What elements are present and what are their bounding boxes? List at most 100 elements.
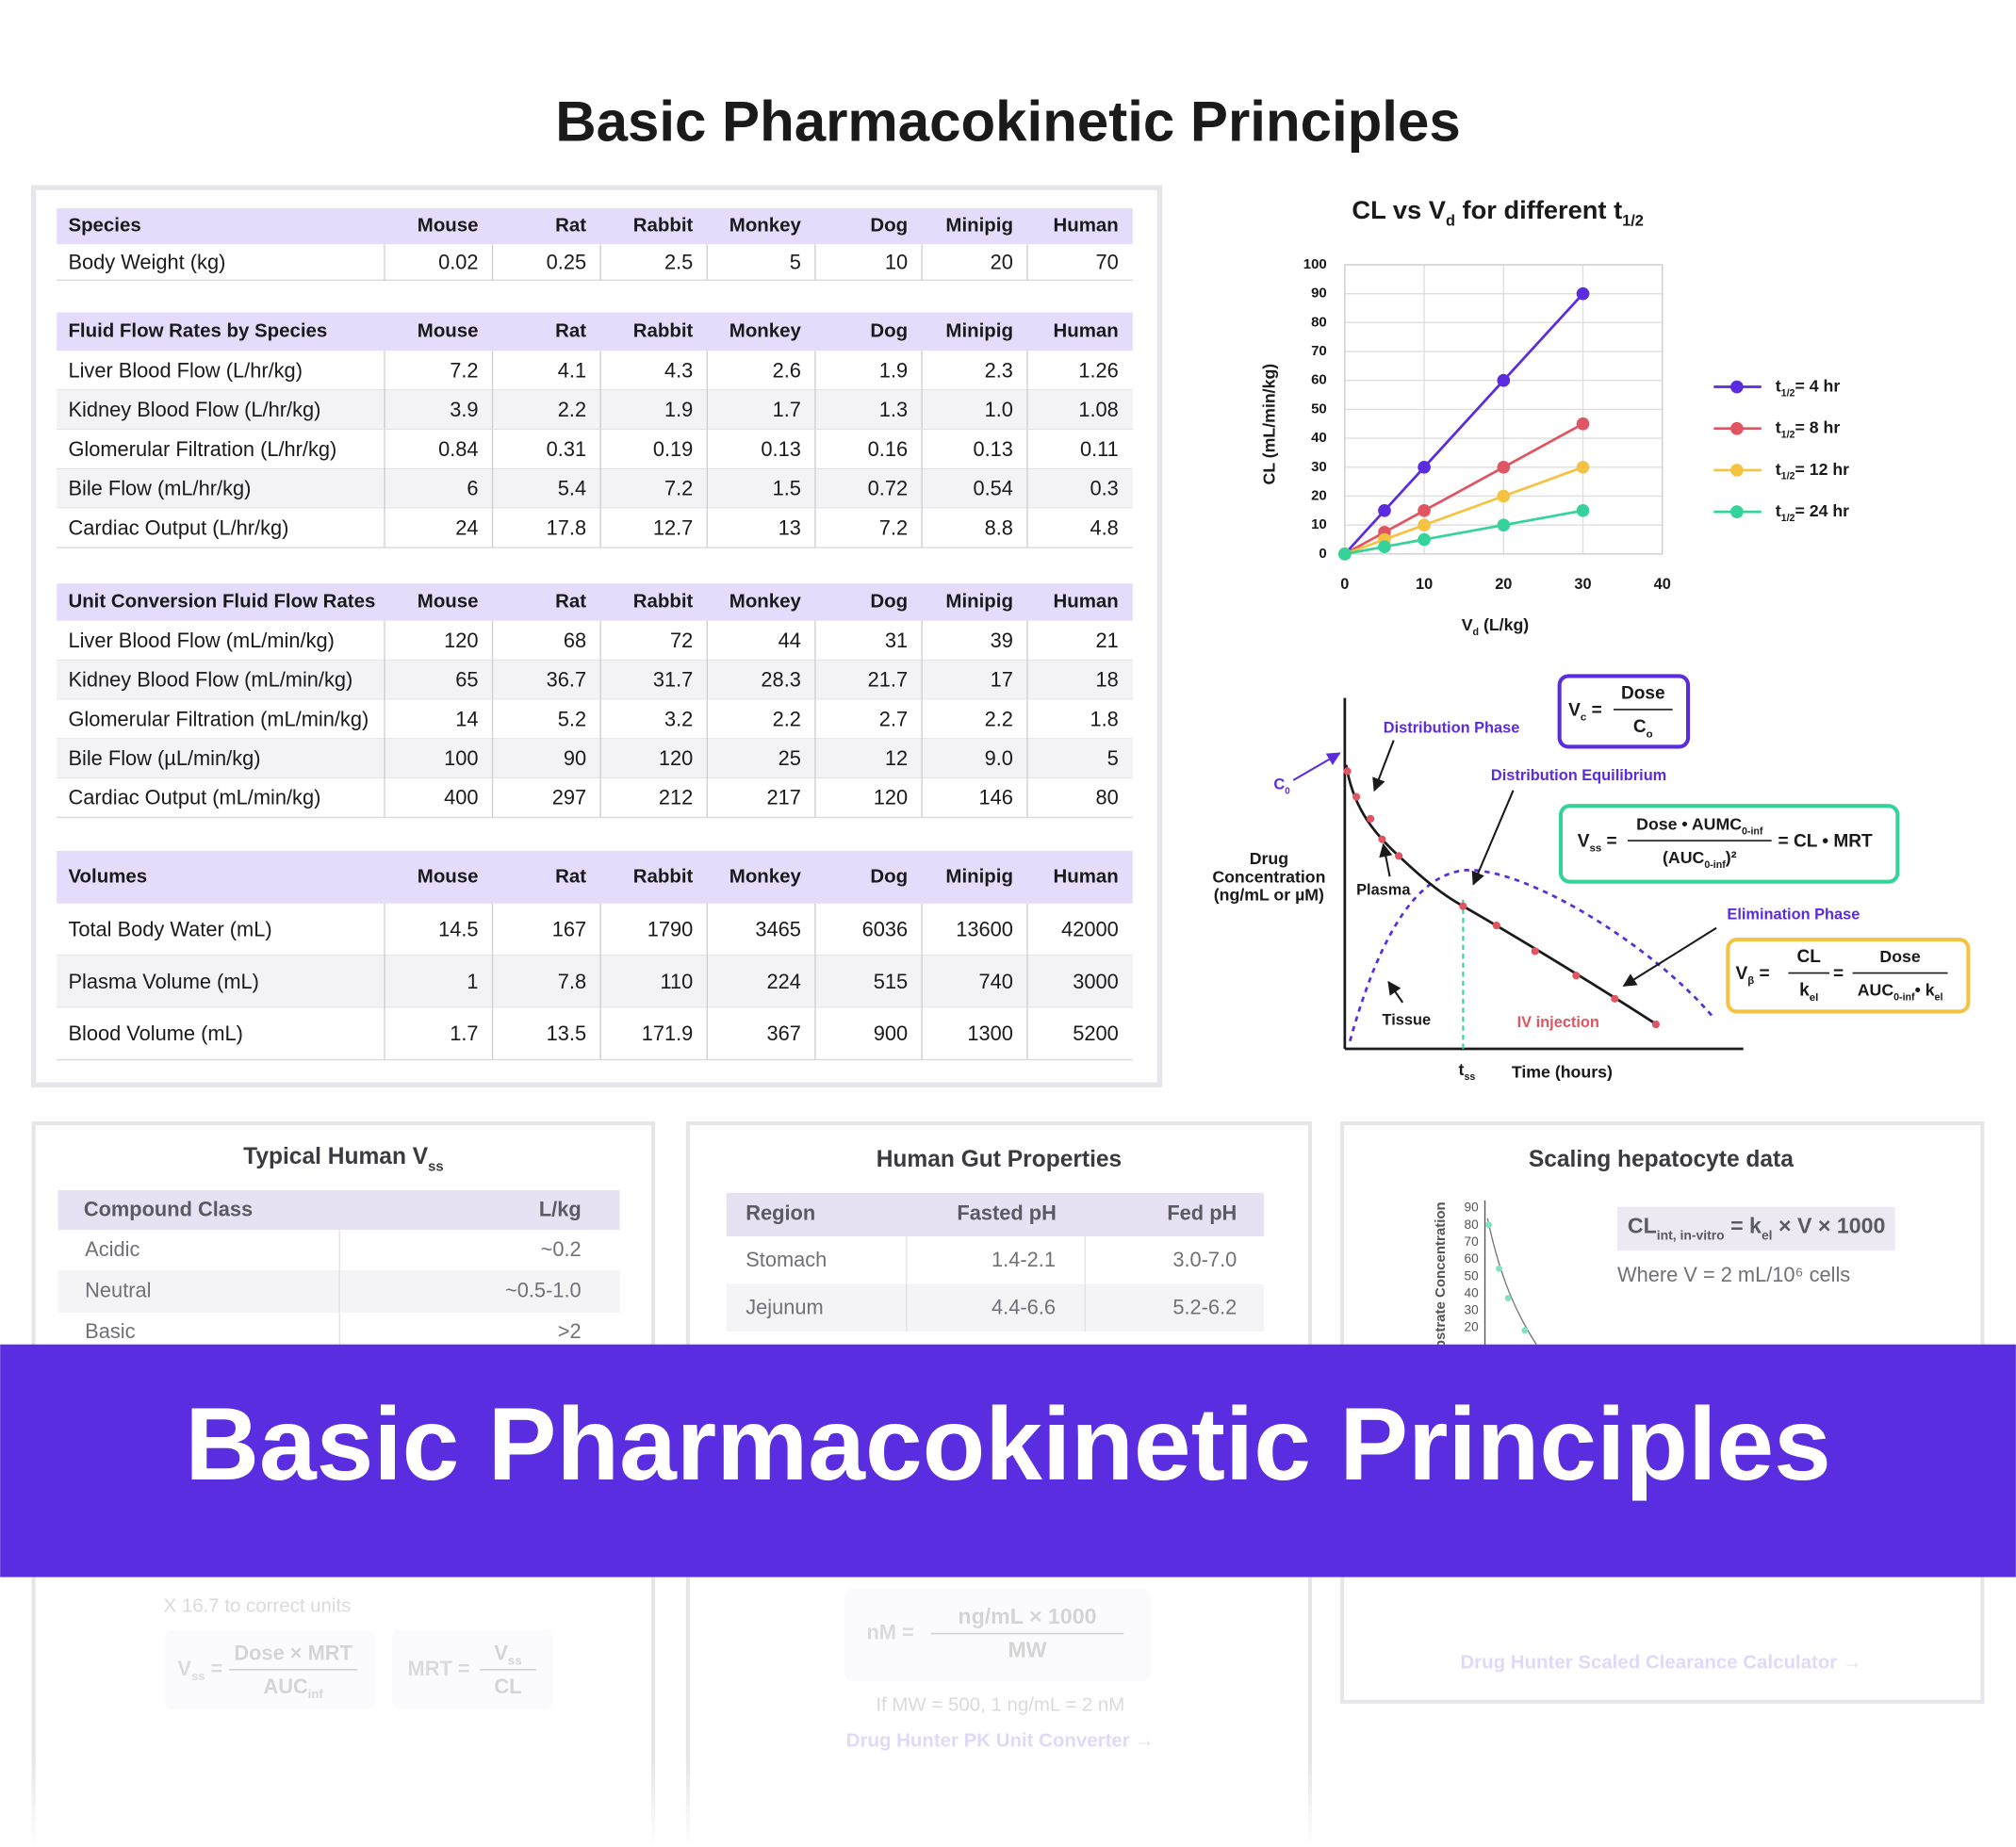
text-run: = 12 hr (1795, 460, 1849, 479)
table-header: Human (1054, 590, 1119, 612)
mini-point (1496, 1265, 1502, 1272)
table-cell: 70 (1096, 250, 1119, 273)
subscript: int, in-vitro (1657, 1227, 1725, 1242)
table-cell: 0.16 (868, 437, 908, 461)
table-cell: 2.2 (558, 398, 586, 421)
table-cell: 7.2 (664, 477, 693, 500)
table-cell: 171.9 (642, 1022, 694, 1045)
table-header: Rat (555, 319, 586, 341)
table-cell: 13 (779, 515, 801, 539)
row-label: Jejunum (746, 1295, 823, 1318)
table-cell: 1.9 (664, 398, 693, 421)
mini-y-tick: 70 (1465, 1234, 1480, 1249)
subscript: β (1747, 975, 1754, 987)
y-tick-label: 10 (1311, 516, 1327, 532)
iv-label: IV injection (1517, 1014, 1599, 1031)
table-cell: 14 (455, 707, 478, 730)
numerator: Dose × MRT (234, 1641, 352, 1664)
table-row-bg (57, 1007, 1133, 1060)
link: Drug Hunter Scaled Clearance Calculator … (1460, 1651, 1861, 1673)
table-cell: 2.2 (985, 707, 1013, 730)
table-cell: 17 (991, 668, 1013, 692)
sample-dot (1611, 994, 1619, 1003)
formula-lhs: nM = (866, 1620, 913, 1643)
sample-dot (1572, 972, 1581, 980)
subscript: 0 (1285, 786, 1290, 796)
table-cell: 2.3 (985, 358, 1013, 382)
table-cell: 5 (1107, 746, 1119, 770)
text-run: = (1601, 831, 1616, 851)
table-cell: 17.8 (547, 515, 586, 539)
text-run: V (1462, 615, 1473, 634)
subscript: 1/2 (1781, 387, 1795, 399)
table-cell: 12 (885, 746, 908, 770)
denominator: (AUC0-inf)² (1663, 848, 1737, 871)
table-cell: 1790 (647, 918, 694, 941)
x-tick-label: 30 (1574, 576, 1591, 593)
table-cell: 515 (874, 970, 908, 993)
table-header: Volumes (68, 865, 147, 887)
data-point (1378, 504, 1391, 517)
table-row-bg (726, 1236, 1264, 1284)
diagram-y-label: (ng/mL or µM) (1214, 885, 1324, 904)
page-title: Basic Pharmacokinetic Principles (555, 90, 1460, 154)
legend-marker (1730, 505, 1744, 518)
mini-y-label: Substrate Concentration (1433, 1201, 1449, 1366)
data-point (1418, 518, 1431, 531)
table-header: Monkey (729, 865, 802, 887)
data-point (1576, 286, 1590, 301)
denominator: AUCinf (264, 1675, 324, 1702)
table-header: Fed pH (1167, 1201, 1237, 1225)
text-run: = (205, 1657, 222, 1680)
row-label: Liver Blood Flow (mL/min/kg) (68, 629, 334, 652)
table-cell: 5 (790, 250, 801, 273)
text-run: (L/kg) (1479, 615, 1529, 634)
formula-lhs: MRT = (408, 1657, 470, 1680)
formula-lhs: Vss = (1578, 831, 1617, 854)
table-cell: 21 (1096, 629, 1119, 652)
table-header-bg (57, 583, 1133, 621)
mini-y-tick: 60 (1465, 1251, 1480, 1266)
row-label: Kidney Blood Flow (mL/min/kg) (68, 668, 352, 692)
faded-content: X 16.7 to correct units Vss = Dose × MRT AU… (164, 1588, 1861, 1752)
text-run: (AUC (1663, 848, 1704, 867)
y-tick-label: 90 (1311, 286, 1327, 302)
table-cell: 0.25 (547, 250, 586, 273)
numerator: Dose (1621, 684, 1665, 704)
table-header: Dog (870, 319, 908, 341)
table-cell: 120 (444, 629, 478, 652)
text-run: V (1735, 964, 1747, 984)
table-cell: 0.72 (868, 477, 908, 500)
table-header: Minipig (945, 319, 1013, 341)
text-run: Dose • AUMC (1636, 814, 1742, 833)
subscript: ss (191, 1670, 205, 1684)
plasma-samples (1343, 767, 1661, 1029)
table-row-bg (57, 620, 1133, 661)
text-run: ng/mL × 1000 (958, 1604, 1096, 1628)
table-cell: 1.7 (450, 1022, 478, 1045)
table-cell: 900 (874, 1022, 908, 1045)
y-tick-label: 0 (1319, 546, 1326, 562)
mini-y-tick: 50 (1465, 1268, 1480, 1283)
subscript: ss (1464, 1071, 1475, 1083)
table-row-bg (57, 956, 1133, 1008)
table-cell: 1.4-2.1 (992, 1248, 1056, 1271)
table-cell: 72 (670, 629, 693, 652)
numerator: ng/mL × 1000 (958, 1604, 1096, 1628)
table-header: L/kg (539, 1198, 582, 1221)
table-cell: 3.2 (664, 707, 693, 730)
table-row-bg (57, 244, 1133, 281)
mini-y-tick: 30 (1465, 1303, 1480, 1317)
arrow (1622, 926, 1717, 988)
table-row-bg (57, 777, 1133, 818)
table-cell: ~0.2 (541, 1237, 582, 1261)
data-point (1338, 548, 1352, 561)
numerator: Dose • AUMC0-inf (1636, 814, 1763, 837)
table-cell: 100 (444, 746, 478, 770)
table-cell: 297 (552, 786, 586, 809)
table-cell: 146 (979, 786, 1013, 809)
table-cell: 9.0 (985, 746, 1013, 770)
table-cell: 0.11 (1080, 437, 1119, 461)
table-cell: 13600 (956, 918, 1013, 941)
formula-box (1558, 804, 1900, 884)
